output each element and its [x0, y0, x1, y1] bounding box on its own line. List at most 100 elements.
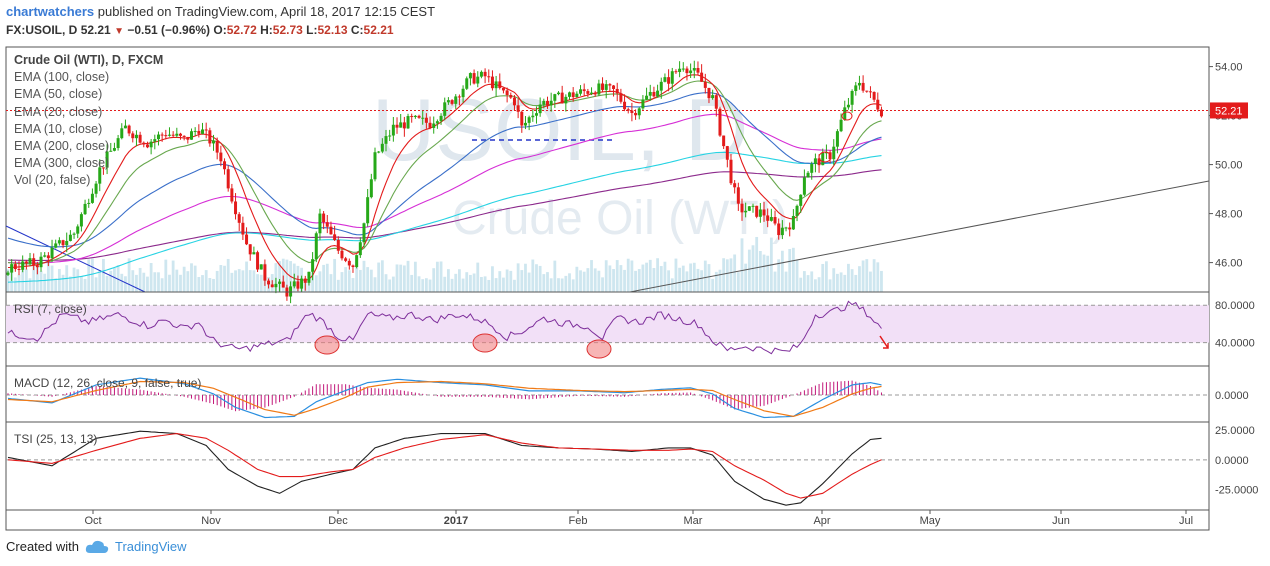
volume-bar — [648, 259, 652, 292]
volume-bar — [395, 264, 399, 292]
candle-body — [336, 239, 340, 251]
volume-bar — [190, 263, 193, 292]
volume-bar — [13, 277, 17, 292]
volume-bar — [766, 255, 770, 292]
candle-body — [417, 115, 421, 118]
candle-body — [795, 205, 799, 216]
volume-bar — [667, 270, 670, 292]
candle-body — [112, 148, 116, 151]
volume-bar — [28, 278, 32, 292]
time-tick-label: Oct — [84, 515, 101, 527]
macd-label[interactable]: MACD (12, 26, close, 9, false, true) — [14, 376, 202, 390]
volume-bar — [689, 263, 693, 292]
volume-bar — [733, 254, 737, 292]
volume-bar — [149, 262, 153, 292]
volume-bar — [850, 269, 854, 292]
rsi-label[interactable]: RSI (7, close) — [14, 302, 87, 316]
candle-body — [79, 214, 83, 227]
tsi-pane — [6, 430, 1209, 506]
volume-bar — [68, 276, 72, 292]
volume-bar — [245, 261, 248, 292]
volume-bar — [880, 270, 883, 292]
time-tick-label: May — [920, 515, 941, 527]
volume-bar — [465, 272, 469, 292]
candle-body — [65, 240, 69, 246]
candle-body — [494, 81, 498, 89]
volume-bar — [454, 273, 458, 292]
volume-bar — [388, 279, 392, 292]
volume-bar — [237, 269, 241, 292]
candle-body — [164, 135, 168, 137]
legend-ema-10[interactable]: EMA (10, close) — [14, 121, 103, 136]
annotations — [818, 111, 853, 163]
author-link[interactable]: chartwatchers — [6, 4, 95, 19]
candle-body — [545, 100, 549, 106]
down-arrow-icon — [879, 335, 889, 349]
candle-body — [153, 139, 157, 142]
volume-bar — [670, 278, 674, 292]
volume-bar — [322, 264, 326, 292]
candle-body — [314, 233, 318, 260]
tsi-label[interactable]: TSI (25, 13, 13) — [14, 432, 98, 446]
candle-body — [318, 213, 322, 234]
volume-bar — [788, 249, 792, 292]
volume-bar — [351, 278, 355, 292]
candle-body — [498, 81, 502, 88]
candle-body — [61, 240, 65, 246]
volume-bar — [703, 260, 707, 292]
volume-bar — [762, 254, 766, 292]
candle-body — [410, 116, 414, 118]
candle-body — [252, 252, 256, 255]
volume-bar — [369, 269, 373, 292]
volume-bar — [175, 269, 179, 292]
volume-bar — [113, 267, 116, 292]
legend-ema-20[interactable]: EMA (20, close) — [14, 104, 103, 119]
volume-bar — [784, 271, 788, 292]
volume-bar — [571, 279, 575, 292]
volume-bar — [223, 265, 226, 292]
legend-ema-200[interactable]: EMA (200, close) — [14, 139, 110, 154]
candle-body — [94, 183, 98, 194]
candle-body — [817, 158, 821, 166]
rsi-highlight — [586, 339, 612, 359]
volume-bar — [248, 270, 252, 292]
candle-body — [637, 108, 641, 116]
candle-body — [630, 110, 634, 113]
candle-body — [278, 281, 282, 284]
candle-body — [245, 234, 249, 245]
publish-header: chartwatchers published on TradingView.c… — [6, 4, 435, 20]
legend-ema-50[interactable]: EMA (50, close) — [14, 87, 103, 102]
volume-bar — [553, 260, 557, 292]
candle-body — [35, 265, 39, 268]
candle-body — [76, 226, 80, 234]
volume-bar — [758, 251, 762, 292]
candle-body — [439, 115, 443, 122]
legend-ema-100[interactable]: EMA (100, close) — [14, 70, 110, 85]
candle-body — [46, 255, 50, 259]
candle-body — [13, 264, 17, 270]
volume-bar — [513, 279, 516, 292]
highlight-circle — [841, 111, 853, 121]
last-price: 52.21 — [80, 23, 111, 37]
legend-ema-300[interactable]: EMA (300, close) — [14, 156, 110, 171]
legend-volume[interactable]: Vol (20, false) — [14, 173, 91, 188]
volume-bar — [696, 268, 700, 292]
volume-bar — [806, 275, 810, 292]
legend-title[interactable]: Crude Oil (WTI), D, FXCM — [14, 53, 164, 67]
volume-bar — [410, 274, 414, 292]
price-tick-label: 46.00 — [1215, 258, 1243, 270]
candle-body — [597, 83, 601, 95]
candle-body — [729, 159, 733, 184]
volume-bar — [402, 265, 406, 292]
candle-body — [120, 128, 124, 139]
volume-bar — [531, 259, 535, 292]
candle-body — [490, 76, 494, 89]
candle-body — [692, 68, 696, 71]
tradingview-link[interactable]: TradingView — [114, 539, 187, 554]
volume-bar — [116, 265, 120, 292]
volume-bar — [597, 270, 601, 292]
volume-bar — [450, 278, 454, 292]
volume-bar — [836, 273, 839, 292]
volume-bar — [142, 272, 146, 292]
